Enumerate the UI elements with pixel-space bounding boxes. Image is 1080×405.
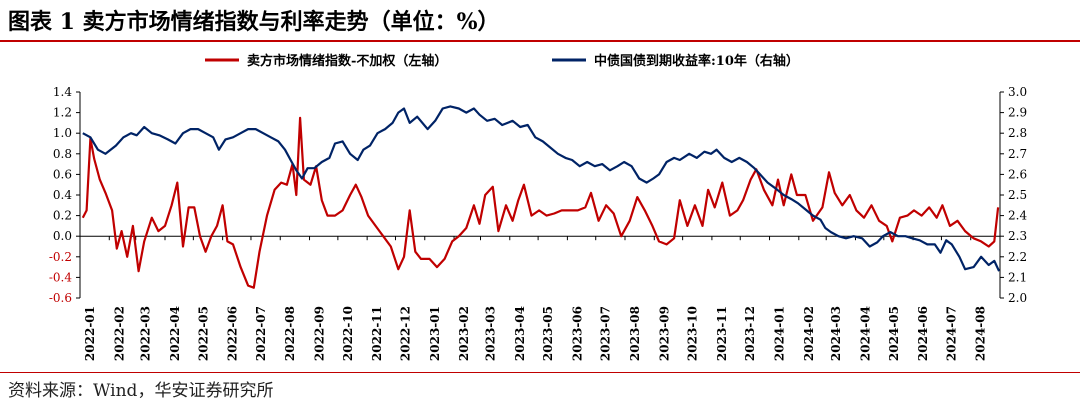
chart-area: 卖方市场情绪指数-不加权（左轴） 中债国债到期收益率:10年（右轴） 1.4 1.2… <box>49 53 1028 361</box>
y-right-tick-label: 2.2 <box>1008 250 1027 264</box>
x-tick-label: 2022-02 <box>112 306 126 361</box>
x-tick-label: 2023-10 <box>686 306 700 361</box>
y-right-tick-label: 2.1 <box>1008 270 1027 284</box>
x-tick-label: 2022-03 <box>139 306 153 361</box>
x-tick-label: 2022-05 <box>196 306 210 361</box>
x-tick-label: 2024-04 <box>858 306 872 361</box>
y-right-tick-label: 2.9 <box>1008 106 1027 120</box>
y-left-tick-label: 1.4 <box>53 85 72 99</box>
legend-label-1: 卖方市场情绪指数-不加权（左轴） <box>247 53 447 69</box>
chart-title: 图表 1 卖方市场情绪指数与利率走势（单位：%） <box>8 9 500 35</box>
x-tick-label: 2023-02 <box>457 306 471 361</box>
source-divider <box>0 372 1080 373</box>
plot-area <box>81 105 1001 289</box>
x-tick-label: 2023-09 <box>657 306 671 361</box>
axes: 1.4 1.2 1.0 0.8 0.6 0.4 0.2 0.0 -0.2 -0.4 -0.6 3.0 2… <box>49 85 1028 361</box>
x-tick-label: 2022-09 <box>313 306 327 361</box>
x-tick-label: 2023-06 <box>570 306 584 361</box>
x-tick-label: 2023-05 <box>541 306 555 361</box>
x-tick-label: 2024-06 <box>916 306 930 361</box>
legend-label-2: 中债国债到期收益率:10年（右轴） <box>594 53 799 69</box>
x-tick-label: 2023-11 <box>715 306 729 361</box>
y-right-tick-label: 2.5 <box>1008 188 1027 202</box>
y-left-tick-label: 0.4 <box>53 188 72 202</box>
y-left-tick-label: 0.6 <box>53 167 72 181</box>
x-tick-label: 2022-08 <box>283 306 297 361</box>
y-right-tick-label: 2.6 <box>1008 167 1027 181</box>
x-tick-label: 2022-11 <box>370 306 384 361</box>
y-left-tick-label: 0.8 <box>53 147 72 161</box>
y-right-tick-label: 2.7 <box>1008 147 1027 161</box>
x-tick-label: 2022-12 <box>398 306 412 361</box>
y-left-tick-label: 1.2 <box>53 106 72 120</box>
x-tick-label: 2024-08 <box>974 306 988 361</box>
y-right-tick-label: 2.4 <box>1008 209 1027 223</box>
series-line-1 <box>81 116 1000 289</box>
y-right-tick-label: 3.0 <box>1008 85 1027 99</box>
y-left-tick-label: -0.2 <box>49 250 72 264</box>
y-right-tick-label: 2.8 <box>1008 126 1027 140</box>
series-line-2 <box>82 105 1001 272</box>
y-left-tick-label: 0.2 <box>53 209 72 223</box>
y-left-tick-label: -0.4 <box>49 270 73 284</box>
x-tick-label: 2022-01 <box>83 306 97 361</box>
x-tick-label: 2023-12 <box>743 306 757 361</box>
x-tick-label: 2023-03 <box>483 306 497 361</box>
legend: 卖方市场情绪指数-不加权（左轴） 中债国债到期收益率:10年（右轴） <box>205 53 799 69</box>
x-tick-label: 2022-04 <box>168 306 182 361</box>
x-tick-label: 2024-07 <box>944 306 958 361</box>
x-tick-label: 2023-08 <box>628 306 642 361</box>
y-left-tick-label: 0.0 <box>53 229 72 243</box>
y-right-tick-label: 2.3 <box>1008 229 1027 243</box>
x-tick-label: 2022-06 <box>226 306 240 361</box>
title-bar <box>0 0 1080 42</box>
y-left-tick-label: 1.0 <box>53 126 72 140</box>
source-note: 资料来源：Wind，华安证券研究所 <box>8 381 274 401</box>
x-tick-label: 2022-10 <box>341 306 355 361</box>
x-tick-label: 2023-01 <box>428 306 442 361</box>
x-tick-label: 2023-07 <box>599 306 613 361</box>
x-tick-label: 2023-04 <box>513 306 527 361</box>
y-left-tick-label: -0.6 <box>49 291 72 305</box>
x-tick-label: 2024-03 <box>829 306 843 361</box>
x-tick-label: 2024-01 <box>773 306 787 361</box>
x-tick-label: 2024-05 <box>887 306 901 361</box>
x-tick-label: 2024-02 <box>802 306 816 361</box>
x-tick-label: 2022-07 <box>254 306 268 361</box>
y-right-tick-label: 2.0 <box>1008 291 1027 305</box>
